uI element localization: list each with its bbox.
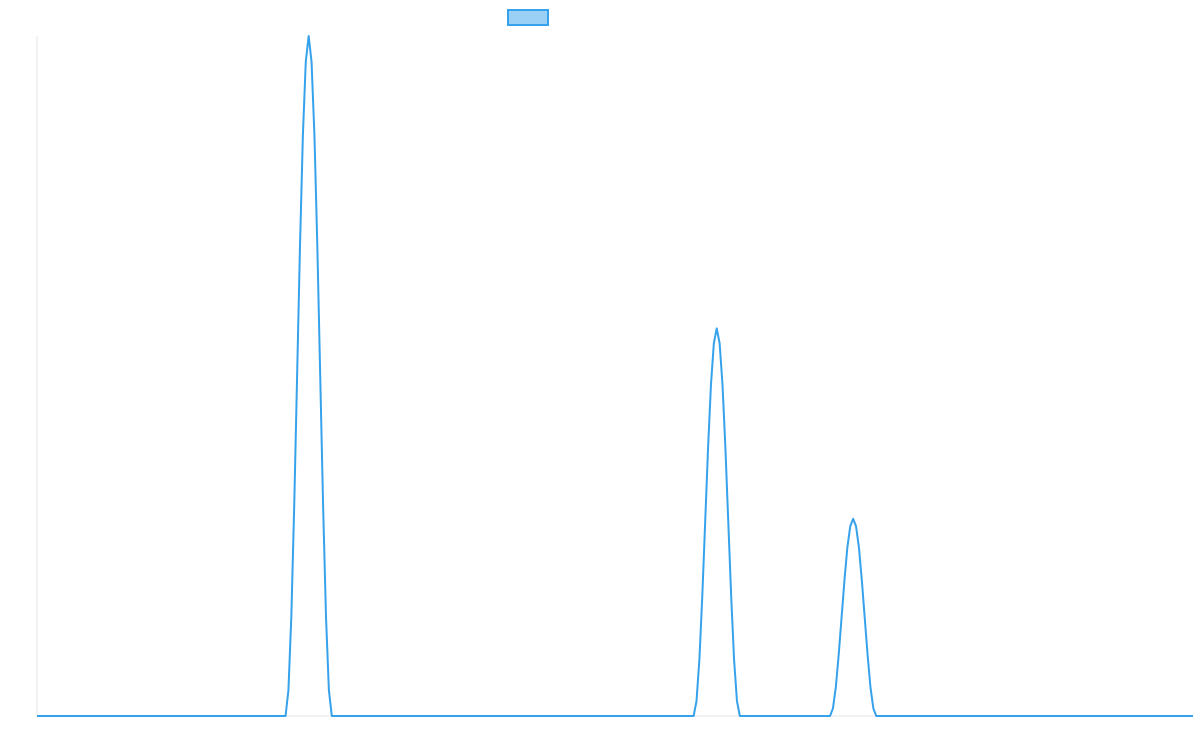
line xyxy=(37,35,1193,717)
legend-swatch xyxy=(507,9,549,26)
